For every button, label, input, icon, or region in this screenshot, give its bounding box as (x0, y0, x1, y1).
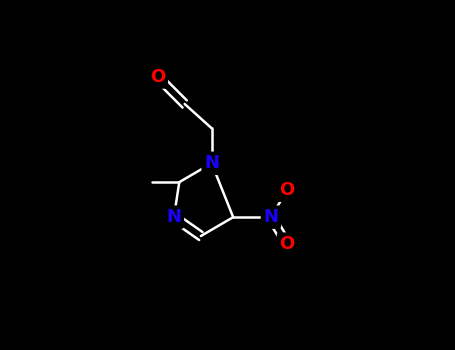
Text: O: O (150, 68, 165, 86)
Text: O: O (279, 235, 295, 253)
Text: O: O (279, 181, 295, 199)
Text: N: N (204, 154, 219, 172)
Text: N: N (263, 208, 278, 226)
Text: N: N (167, 208, 182, 226)
